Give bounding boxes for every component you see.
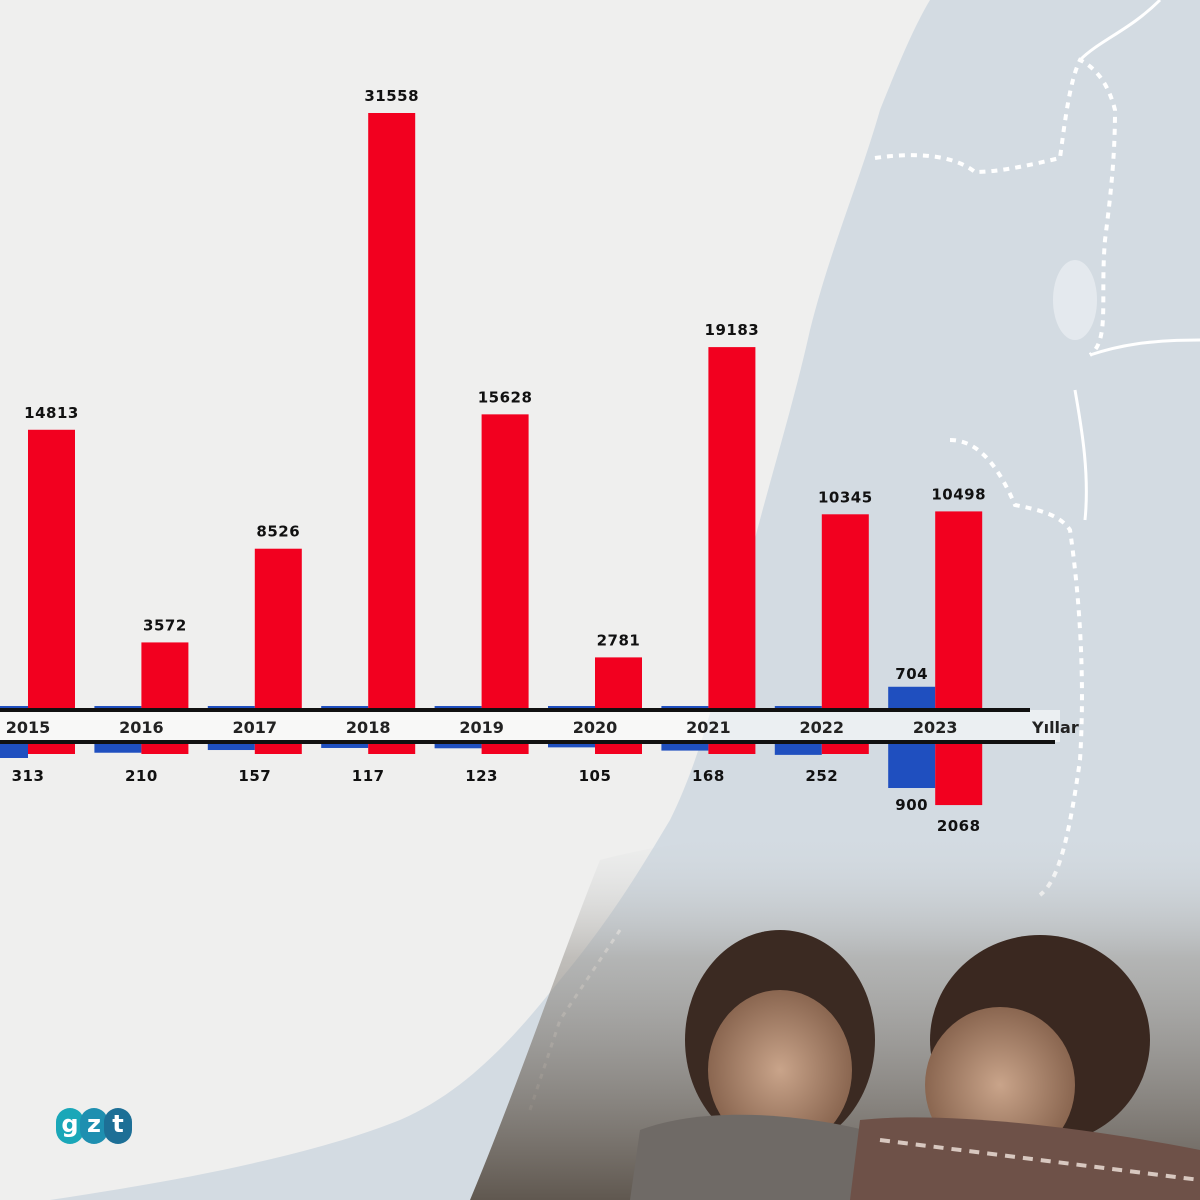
label-up-red-2022: 10345 xyxy=(818,488,873,506)
year-label-2016: 2016 xyxy=(119,718,164,737)
year-label-2019: 2019 xyxy=(459,718,504,737)
bar-up-red-2021 xyxy=(708,347,755,710)
bar-up-red-2023 xyxy=(935,511,982,710)
label-down-blue-2016: 210 xyxy=(125,767,158,785)
bar-down-blue-2015 xyxy=(0,742,28,758)
bar-up-red-2017 xyxy=(255,549,302,710)
bar-up-red-2019 xyxy=(482,414,529,710)
label-down-blue-2019: 123 xyxy=(465,767,498,785)
year-label-2015: 2015 xyxy=(6,718,51,737)
label-down-blue-2018: 117 xyxy=(352,767,385,785)
label-up-blue-2023: 704 xyxy=(895,665,928,683)
bar-up-red-2015 xyxy=(28,430,75,710)
label-down-blue-2023: 900 xyxy=(895,796,928,814)
label-down-blue-2017: 157 xyxy=(238,767,271,785)
label-down-blue-2015: 313 xyxy=(12,767,45,785)
label-down-blue-2021: 168 xyxy=(692,767,725,785)
year-label-2018: 2018 xyxy=(346,718,391,737)
label-up-red-2023: 10498 xyxy=(931,485,986,503)
label-up-red-2016: 3572 xyxy=(143,616,187,634)
bar-up-red-2022 xyxy=(822,514,869,710)
x-axis-label: Yıllar xyxy=(1031,718,1079,737)
logo-letter-t: t xyxy=(104,1108,132,1144)
gzt-logo: g z t xyxy=(56,1108,128,1144)
bar-up-red-2020 xyxy=(595,657,642,710)
label-down-blue-2020: 105 xyxy=(579,767,612,785)
year-label-2021: 2021 xyxy=(686,718,731,737)
year-label-2023: 2023 xyxy=(913,718,958,737)
bar-up-red-2016 xyxy=(141,642,188,710)
label-up-red-2018: 31558 xyxy=(364,87,419,105)
bar-up-blue-2023 xyxy=(888,687,935,710)
year-label-2022: 2022 xyxy=(800,718,845,737)
bar-up-red-2018 xyxy=(368,113,415,710)
bar-down-blue-2023 xyxy=(888,742,935,788)
label-up-red-2019: 15628 xyxy=(478,388,533,406)
label-down-red-2023: 2068 xyxy=(937,817,981,835)
label-up-red-2020: 2781 xyxy=(597,631,641,649)
label-down-blue-2022: 252 xyxy=(805,767,838,785)
bar-down-red-2023 xyxy=(935,742,982,805)
label-up-red-2015: 14813 xyxy=(24,404,79,422)
year-label-2020: 2020 xyxy=(573,718,618,737)
label-up-red-2021: 19183 xyxy=(705,321,760,339)
year-label-2017: 2017 xyxy=(233,718,278,737)
label-up-red-2017: 8526 xyxy=(256,523,300,541)
